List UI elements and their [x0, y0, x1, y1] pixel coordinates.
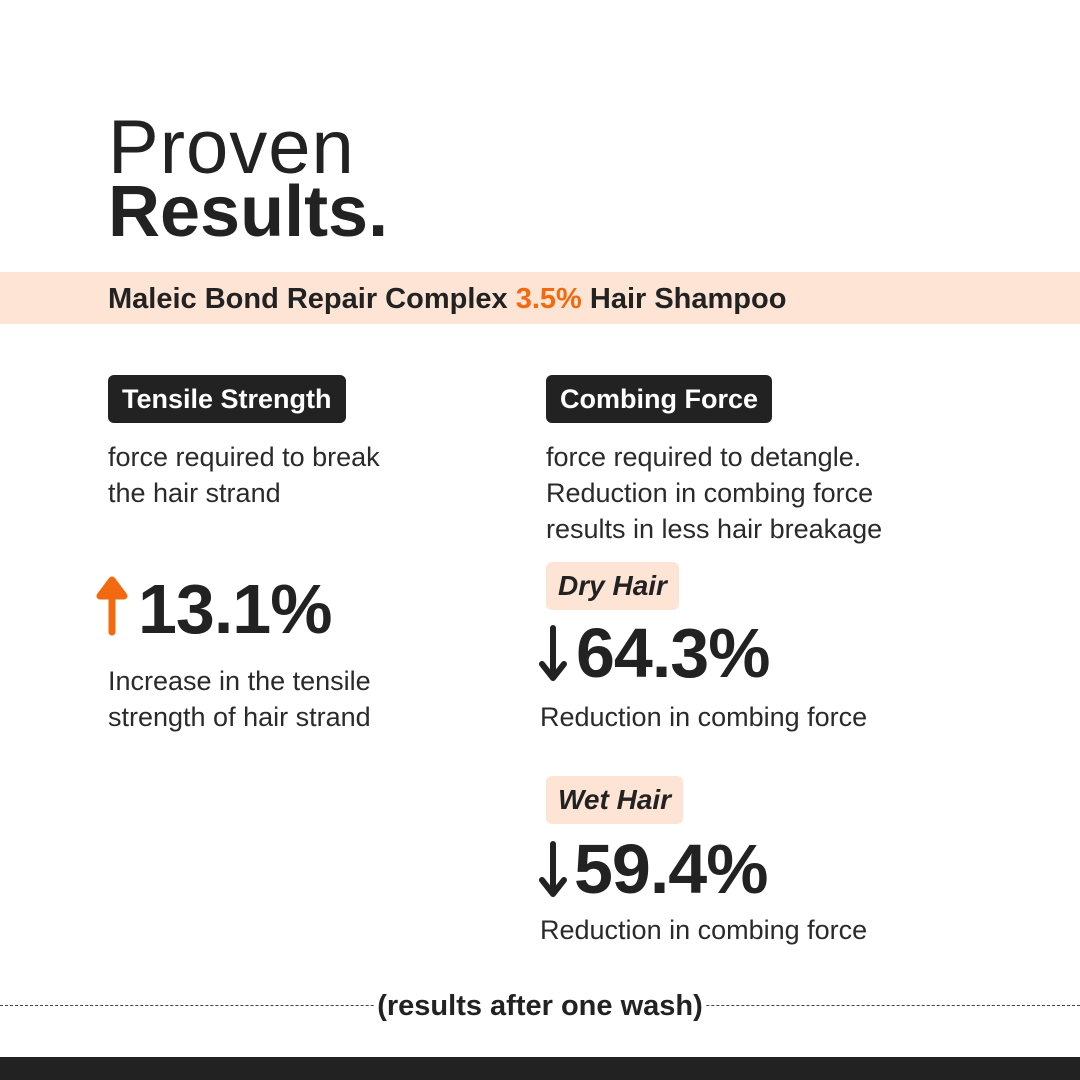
dry-hair-result: Reduction in combing force — [540, 702, 868, 732]
footer-note: (results after one wash) — [0, 988, 1080, 1024]
tensile-desc-2: the hair strand — [108, 478, 281, 508]
arrow-down-icon — [539, 625, 567, 681]
wet-hair-result: Reduction in combing force — [540, 915, 868, 945]
product-band — [0, 272, 1080, 324]
heading-line2: Results. — [108, 172, 389, 252]
arrow-up-icon — [96, 576, 128, 636]
footer-text: (results after one wash) — [375, 990, 705, 1022]
wet-hair-value: 59.4% — [574, 830, 768, 908]
combing-badge: Combing Force — [546, 375, 773, 423]
tensile-badge: Tensile Strength — [108, 375, 346, 423]
product-prefix: Maleic Bond Repair Complex — [108, 283, 516, 315]
product-name: Maleic Bond Repair Complex 3.5% Hair Sha… — [108, 282, 786, 316]
dry-hair-value: 64.3% — [576, 614, 770, 692]
tensile-result-1: Increase in the tensile — [108, 666, 371, 696]
arrow-down-icon — [539, 841, 567, 897]
combing-desc-2: Reduction in combing force — [546, 478, 874, 508]
heading-line1: Proven — [108, 105, 355, 190]
wet-hair-badge: Wet Hair — [546, 776, 684, 824]
tensile-desc-1: force required to break — [108, 442, 380, 472]
product-suffix: Hair Shampoo — [581, 283, 787, 315]
tensile-result-2: strength of hair strand — [108, 702, 371, 732]
product-concentration: 3.5% — [515, 283, 582, 315]
tensile-value: 13.1% — [138, 570, 332, 648]
bottom-bar — [0, 1057, 1080, 1080]
combing-desc-1: force required to detangle. — [546, 442, 862, 472]
combing-desc-3: results in less hair breakage — [546, 514, 883, 544]
dry-hair-badge: Dry Hair — [546, 562, 679, 610]
